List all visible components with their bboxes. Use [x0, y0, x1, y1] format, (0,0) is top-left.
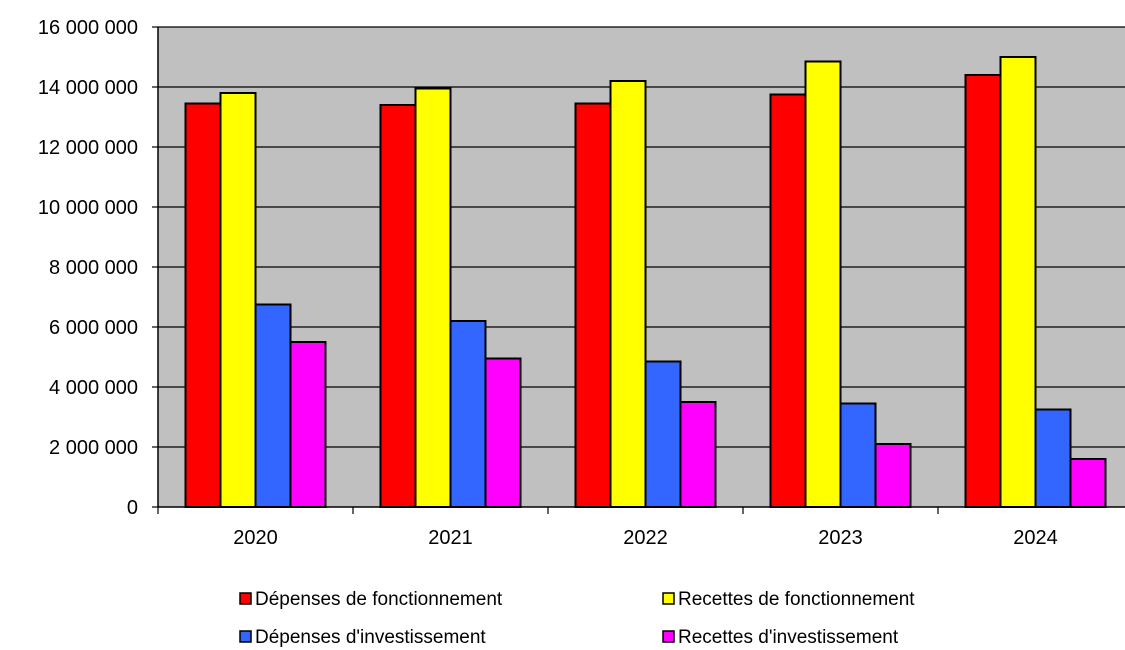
bar-2020-series-1: [184, 102, 222, 508]
y-tick-label: 14 000 000: [38, 77, 138, 99]
x-tick-label: 2024: [1013, 527, 1058, 549]
legend-label: Recettes de fonctionnement: [678, 589, 915, 610]
legend-label: Recettes d'investissement: [678, 627, 899, 648]
y-tick-label: 0: [127, 497, 138, 519]
y-axis-tick-labels: 0 2 000 000 4 000 000 6 000 000 8 000 000 10 …: [38, 17, 138, 519]
bar-2024-series-1: [964, 74, 1002, 508]
y-tick-label: 12 000 000: [38, 137, 138, 159]
bar-2024-series-2: [999, 56, 1037, 508]
bar-2021-series-4: [484, 357, 522, 508]
y-tick-label: 2 000 000: [49, 437, 138, 459]
bar-2022-series-1: [574, 102, 612, 508]
bar-2020-series-4: [289, 341, 327, 508]
bar-2023-series-2: [804, 60, 842, 508]
bar-2023-series-4: [874, 443, 912, 508]
bar-2022-series-4: [679, 401, 717, 508]
bar-2023-series-3: [839, 402, 877, 508]
y-tick-label: 16 000 000: [38, 17, 138, 39]
bar-2023-series-1: [769, 93, 807, 508]
bar-2024-series-4: [1069, 458, 1107, 508]
bar-2022-series-3: [644, 360, 682, 508]
bar-2022-series-2: [609, 80, 647, 508]
y-tick-label: 6 000 000: [49, 317, 138, 339]
x-tick-label: 2022: [623, 527, 668, 549]
legend-label: Dépenses d'investissement: [255, 627, 486, 648]
bar-2021-series-2: [414, 87, 452, 508]
legend-swatch: [662, 592, 675, 605]
x-tick-label: 2020: [233, 527, 278, 549]
bar-2024-series-3: [1034, 408, 1072, 508]
bar-2021-series-3: [449, 320, 487, 508]
legend-label: Dépenses de fonctionnement: [255, 589, 503, 610]
x-tick-label: 2021: [428, 527, 473, 549]
legend-swatch: [662, 630, 675, 643]
bar-2020-series-2: [219, 92, 257, 508]
y-tick-label: 8 000 000: [49, 257, 138, 279]
bar-2021-series-1: [379, 104, 417, 508]
legend-swatch: [239, 630, 252, 643]
bar-2020-series-3: [254, 303, 292, 508]
bars: [184, 56, 1107, 508]
x-tick-label: 2023: [818, 527, 863, 549]
legend-swatch: [239, 592, 252, 605]
axes: [152, 26, 1125, 514]
y-tick-label: 10 000 000: [38, 197, 138, 219]
y-tick-label: 4 000 000: [49, 377, 138, 399]
x-axis-tick-labels: 2020 2021 2022 2023 2024: [233, 527, 1058, 549]
legend: Dépenses de fonctionnement Recettes de fo…: [239, 589, 915, 648]
